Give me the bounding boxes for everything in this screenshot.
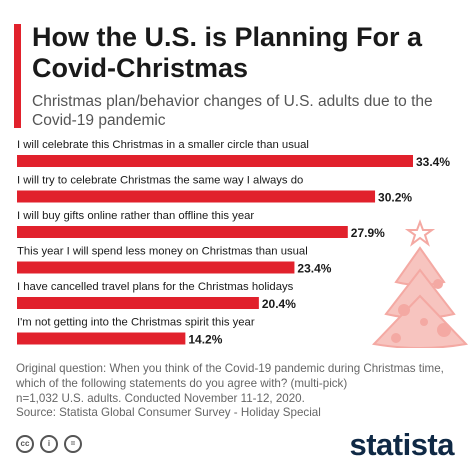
christmas-tree-icon bbox=[371, 219, 469, 348]
value-label: 30.2% bbox=[378, 191, 412, 205]
bar bbox=[17, 261, 295, 274]
value-label: 20.4% bbox=[262, 297, 296, 311]
value-label: 27.9% bbox=[351, 226, 385, 240]
bar bbox=[17, 332, 186, 345]
bar bbox=[17, 226, 348, 238]
note-line: n=1,032 U.S. adults. Conducted November … bbox=[16, 391, 305, 405]
note-line: Original question: When you think of the… bbox=[16, 362, 444, 375]
category-label: I will celebrate this Christmas in a sma… bbox=[17, 139, 309, 151]
value-label: 33.4% bbox=[416, 155, 450, 169]
cc-icon[interactable]: cc bbox=[16, 435, 34, 453]
title-accent-bar bbox=[14, 24, 21, 128]
note-line: which of the following statements do you… bbox=[16, 376, 348, 390]
bar bbox=[17, 155, 413, 167]
bar bbox=[17, 190, 376, 203]
category-label: I'm not getting into the Christmas spiri… bbox=[17, 317, 255, 329]
category-label: I will buy gifts online rather than offl… bbox=[17, 210, 254, 222]
category-label: This year I will spend less money on Chr… bbox=[17, 246, 308, 258]
attribution-icon[interactable]: i bbox=[40, 435, 58, 453]
bar-chart: I will celebrate this Christmas in a sma… bbox=[17, 139, 450, 347]
no-derivatives-icon[interactable]: = bbox=[64, 435, 82, 453]
statista-logo[interactable]: statista bbox=[349, 427, 454, 462]
bar bbox=[17, 297, 259, 309]
value-label: 23.4% bbox=[297, 262, 331, 276]
chart-subtitle: Christmas plan/behavior changes of U.S. … bbox=[32, 93, 433, 129]
value-label: 14.2% bbox=[188, 333, 222, 347]
source-line: Source: Statista Global Consumer Survey … bbox=[16, 406, 321, 420]
chart-title: How the U.S. is Planning For a Covid-Chr… bbox=[32, 22, 423, 83]
category-label: I will try to celebrate Christmas the sa… bbox=[17, 175, 303, 187]
methodology-note: Original question: When you think of the… bbox=[16, 362, 464, 421]
category-label: I have cancelled travel plans for the Ch… bbox=[17, 281, 294, 293]
